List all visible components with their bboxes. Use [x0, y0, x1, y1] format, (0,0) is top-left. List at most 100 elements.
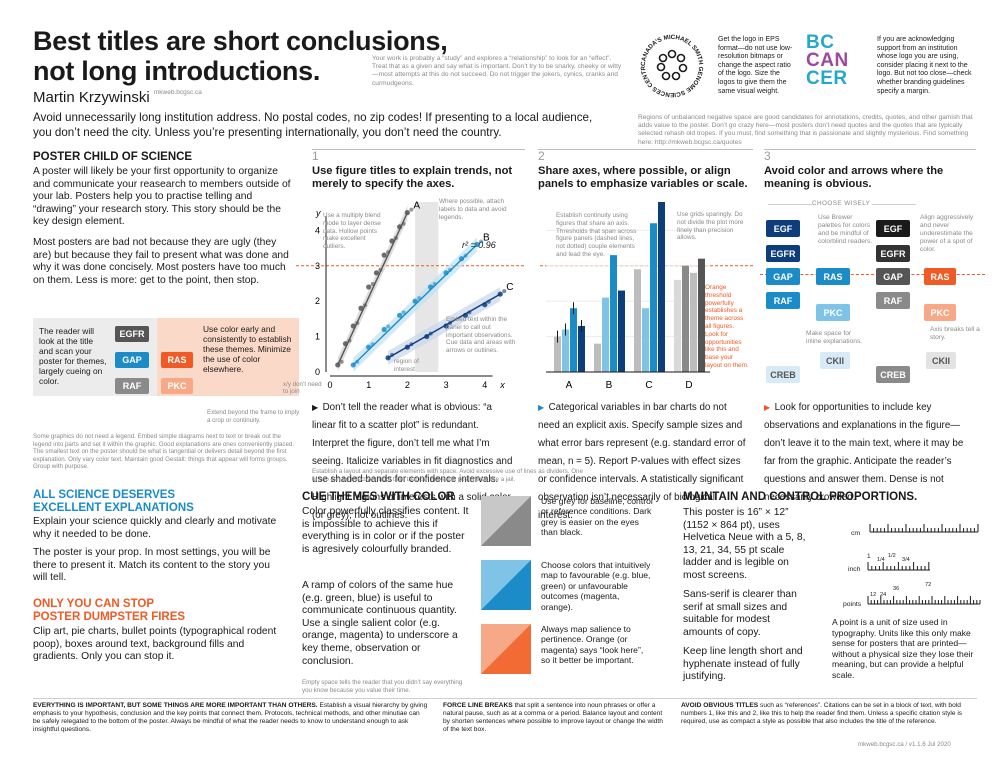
orange-swatch-text: Always map salience to pertinence. Orang…	[541, 624, 644, 666]
footer-col-3: AVOID OBVIOUS TITLES such as “references…	[681, 702, 979, 726]
note-continuity: Establish continuity using figures that …	[556, 212, 637, 258]
data-point	[397, 224, 403, 230]
threshold-line	[760, 274, 985, 275]
panel2-number: 2	[538, 149, 545, 163]
scatter-chart: 0 1 2 3 4 0 1 2 3 4 y x A B C	[296, 201, 526, 390]
bc-logo-line-1: BC	[806, 32, 835, 53]
panel3-text: ▶ Look for opportunities to include key …	[764, 397, 976, 505]
panel3-body: Look for opportunities to include key ob…	[764, 402, 964, 503]
note-axis-breaks: Axis breaks tell a story.	[930, 326, 980, 341]
panel3-heading: Avoid color and arrows where the meaning…	[764, 165, 944, 190]
panel1-text: ▶ Don’t tell the reader what is obvious:…	[312, 397, 517, 523]
data-point	[401, 221, 406, 226]
gsc-ring-text: CANADA’S MICHAEL SMITH GENOME SCIENCES C…	[634, 25, 704, 98]
theme-left-text: The reader will look at the title and sc…	[39, 326, 107, 386]
orange-swatch	[481, 624, 531, 674]
data-point	[404, 210, 410, 216]
bar	[682, 265, 689, 372]
bar	[562, 329, 569, 372]
data-point	[409, 207, 414, 212]
data-point	[397, 312, 403, 318]
bar	[642, 308, 649, 372]
data-point	[448, 267, 453, 272]
poster-title: Best titles are short conclusions, not l…	[33, 26, 448, 86]
bar	[650, 223, 657, 372]
theme-diagram: The reader will look at the title and sc…	[33, 318, 301, 398]
r2-label: r² = 0.96	[462, 240, 496, 250]
bullet-triangle-icon: ▶	[764, 403, 771, 412]
cue-themes-heading: CUE THEMES WITH COLOR	[302, 491, 455, 503]
p3-egf-2: EGF	[876, 220, 910, 237]
bc-logo-line-2: CAN	[806, 50, 849, 71]
data-point	[350, 362, 356, 368]
category-label: D	[685, 380, 692, 391]
p3-raf-1: RAF	[766, 292, 800, 309]
note-align: Align aggressively and never underestima…	[920, 214, 974, 253]
x-tick-label: 2	[405, 380, 410, 390]
author-site: mkweb.bcgsc.ca	[153, 89, 202, 96]
data-point	[378, 267, 383, 272]
maintain-p2: Sans-serif is clearer than serif at smal…	[683, 589, 797, 638]
poster-child-footnote: Some graphics do not need a legend. Embe…	[33, 433, 295, 471]
data-point	[350, 323, 356, 329]
p3-ckii-1: CKII	[820, 352, 850, 369]
p3-gap-2: GAP	[876, 268, 910, 285]
footer-credit: mkweb.bcgsc.ca / v1.1.6 Jul 2020	[858, 741, 951, 748]
y-tick-label: 3	[315, 261, 320, 271]
only-you-heading: ONLY YOU CAN STOP POSTER DUMPSTER FIRES	[33, 598, 185, 624]
point-mark-1: 12	[870, 592, 877, 598]
bar	[570, 308, 577, 372]
bccancer-logo: BC CAN CER	[806, 32, 849, 89]
poster-child-p1: A poster will likely be your first oppor…	[33, 166, 291, 228]
panel3-rule	[764, 149, 976, 150]
cue-themes-footnote: Empty space tells the reader that you di…	[302, 679, 463, 694]
bc-logo-line-3: CER	[806, 68, 848, 89]
divider	[872, 204, 916, 205]
point-note: A point is a unit of size used in typogr…	[832, 617, 974, 680]
only-you-heading-2: POSTER DUMPSTER FIRES	[33, 611, 186, 623]
p3-egfr-2: EGFR	[876, 245, 910, 262]
data-point	[443, 270, 449, 276]
swatch-light	[481, 624, 531, 674]
note-grids: Use grids sparingly. Do not divide the p…	[677, 211, 744, 242]
all-science-heading-2: EXCELLENT EXPLANATIONS	[33, 502, 194, 514]
x-tick-label: 3	[444, 380, 449, 390]
gsc-note: Get the logo in EPS format—do not use lo…	[718, 36, 793, 95]
data-point	[342, 341, 349, 347]
note-region: region of interest	[394, 358, 419, 373]
panel2-heading: Share axes, where possible, or align pan…	[538, 165, 748, 190]
point-mark-3: 36	[893, 586, 900, 592]
p3-pkc-2: PKC	[924, 304, 956, 321]
p3-raf-2: RAF	[876, 292, 910, 309]
data-point	[404, 344, 410, 350]
data-point	[381, 326, 387, 333]
poster-child-heading: POSTER CHILD OF SCIENCE	[33, 151, 193, 163]
footer-3-bold: AVOID OBVIOUS TITLES	[681, 702, 759, 709]
svg-text:CANADA’S MICHAEL SMITH GENOME: CANADA’S MICHAEL SMITH GENOME SCIENCES C…	[636, 30, 704, 98]
blue-swatch-text: Choose colors that intuitively map to fa…	[541, 560, 651, 612]
gene-ras: RAS	[161, 352, 193, 368]
inch-mark-4: 3/4	[902, 557, 910, 563]
point-mark-2: 24	[880, 592, 887, 598]
maintain-p1: This poster is 16” × 12” (1152 × 864 pt)…	[683, 507, 806, 581]
p3-egf-1: EGF	[766, 220, 800, 237]
series-label: C	[506, 282, 513, 293]
swatch-light	[481, 496, 531, 546]
p3-egfr-1: EGFR	[766, 245, 800, 262]
bar	[658, 202, 665, 372]
subtitle-line-2: you don’t need the city. Unless you’re p…	[33, 126, 502, 139]
data-point	[467, 310, 472, 315]
panel2-text: ▶ Categorical variables in bar charts do…	[538, 397, 750, 523]
panel2-body: Categorical variables in bar charts do n…	[538, 402, 746, 521]
inch-mark-1: 1	[867, 553, 871, 560]
panel2-rule	[538, 149, 753, 150]
title-note: Your work is probably a “study” and expl…	[372, 55, 622, 87]
data-point	[370, 342, 375, 347]
p3-creb-2: CREB	[876, 366, 910, 383]
p3-ckii-2: CKII	[926, 352, 956, 369]
data-point	[474, 241, 480, 248]
y-axis-label: y	[315, 208, 321, 218]
bar	[602, 297, 609, 372]
note-embed: Embed text within the panel to call out …	[446, 316, 516, 355]
only-you-p1: Clip art, pie charts, bullet points (typ…	[33, 626, 277, 663]
